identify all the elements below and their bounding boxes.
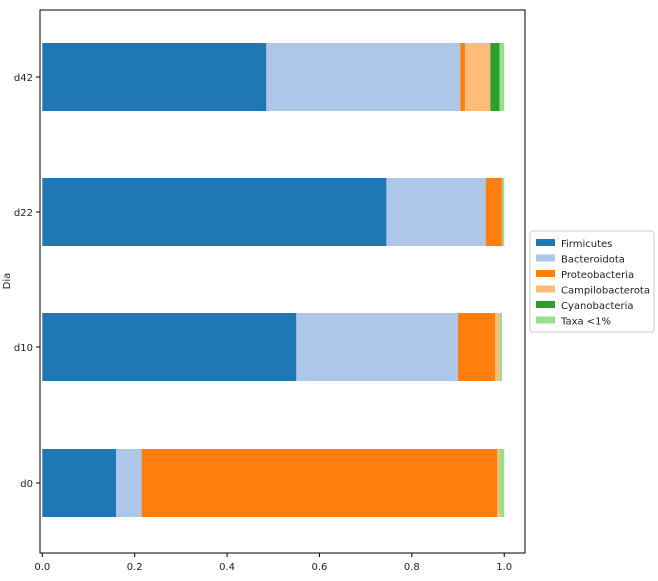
legend-label: Cyanobacteria bbox=[561, 301, 634, 312]
bar-d0-bacteroidota bbox=[116, 449, 142, 517]
bar-d0-campilobacterota bbox=[497, 449, 500, 517]
legend-label: Bacteroidota bbox=[561, 255, 625, 266]
bar-d10-proteobacteria bbox=[458, 313, 495, 381]
x-tick-label: 0.0 bbox=[34, 562, 50, 573]
bar-d22-proteobacteria bbox=[485, 178, 502, 246]
legend-swatch bbox=[536, 285, 555, 293]
bar-d10-firmicutes bbox=[42, 313, 297, 381]
legend: Firmicutes Bacteroidota Proteobacteria Camp… bbox=[529, 230, 655, 333]
legend-swatch bbox=[536, 316, 555, 324]
bar-d0-firmicutes bbox=[42, 449, 117, 517]
bar-d0-taxa-1- bbox=[499, 449, 505, 517]
bar-d42-proteobacteria bbox=[460, 43, 465, 111]
legend-swatch bbox=[536, 239, 555, 246]
y-axis: d0 d10 d22 d42 bbox=[14, 73, 40, 490]
x-tick-label: 0.6 bbox=[311, 562, 327, 573]
y-tick-label: d10 bbox=[14, 343, 33, 354]
x-tick-label: 0.8 bbox=[404, 562, 420, 573]
y-axis-label: Dia bbox=[2, 273, 13, 290]
bar-d10-bacteroidota bbox=[296, 313, 459, 381]
x-tick-label: 0.4 bbox=[219, 562, 235, 573]
legend-label: Campilobacterota bbox=[561, 286, 650, 297]
legend-label: Firmicutes bbox=[561, 239, 612, 250]
bar-d42-cyanobacteria bbox=[490, 43, 500, 111]
y-tick-label: d42 bbox=[14, 73, 33, 84]
bar-d10-taxa-1- bbox=[499, 313, 502, 381]
legend-swatch bbox=[536, 301, 555, 308]
x-tick-label: 1.0 bbox=[496, 562, 512, 573]
y-tick-label: d22 bbox=[14, 208, 33, 219]
x-tick-label: 0.2 bbox=[127, 562, 143, 573]
bar-d42-taxa-1- bbox=[499, 43, 505, 111]
legend-label: Proteobacteria bbox=[561, 270, 634, 281]
plot-frame bbox=[39, 9, 526, 554]
bar-d22-bacteroidota bbox=[386, 178, 486, 246]
legend-swatch bbox=[536, 254, 555, 262]
bar-d22-taxa-1- bbox=[501, 178, 505, 246]
bar-d22-firmicutes bbox=[42, 178, 387, 246]
legend-swatch bbox=[536, 270, 555, 277]
bar-d0-proteobacteria bbox=[141, 449, 498, 517]
bar-d42-campilobacterota bbox=[464, 43, 491, 111]
y-tick-label: d0 bbox=[20, 479, 33, 490]
legend-label: Taxa <1% bbox=[560, 317, 611, 328]
bars-group bbox=[42, 43, 505, 517]
bar-d42-bacteroidota bbox=[266, 43, 461, 111]
bar-d42-firmicutes bbox=[42, 43, 267, 111]
legend-frame bbox=[529, 230, 655, 333]
x-axis: 0.0 0.2 0.4 0.6 0.8 1.0 bbox=[34, 553, 512, 573]
bar-d10-campilobacterota bbox=[494, 313, 500, 381]
